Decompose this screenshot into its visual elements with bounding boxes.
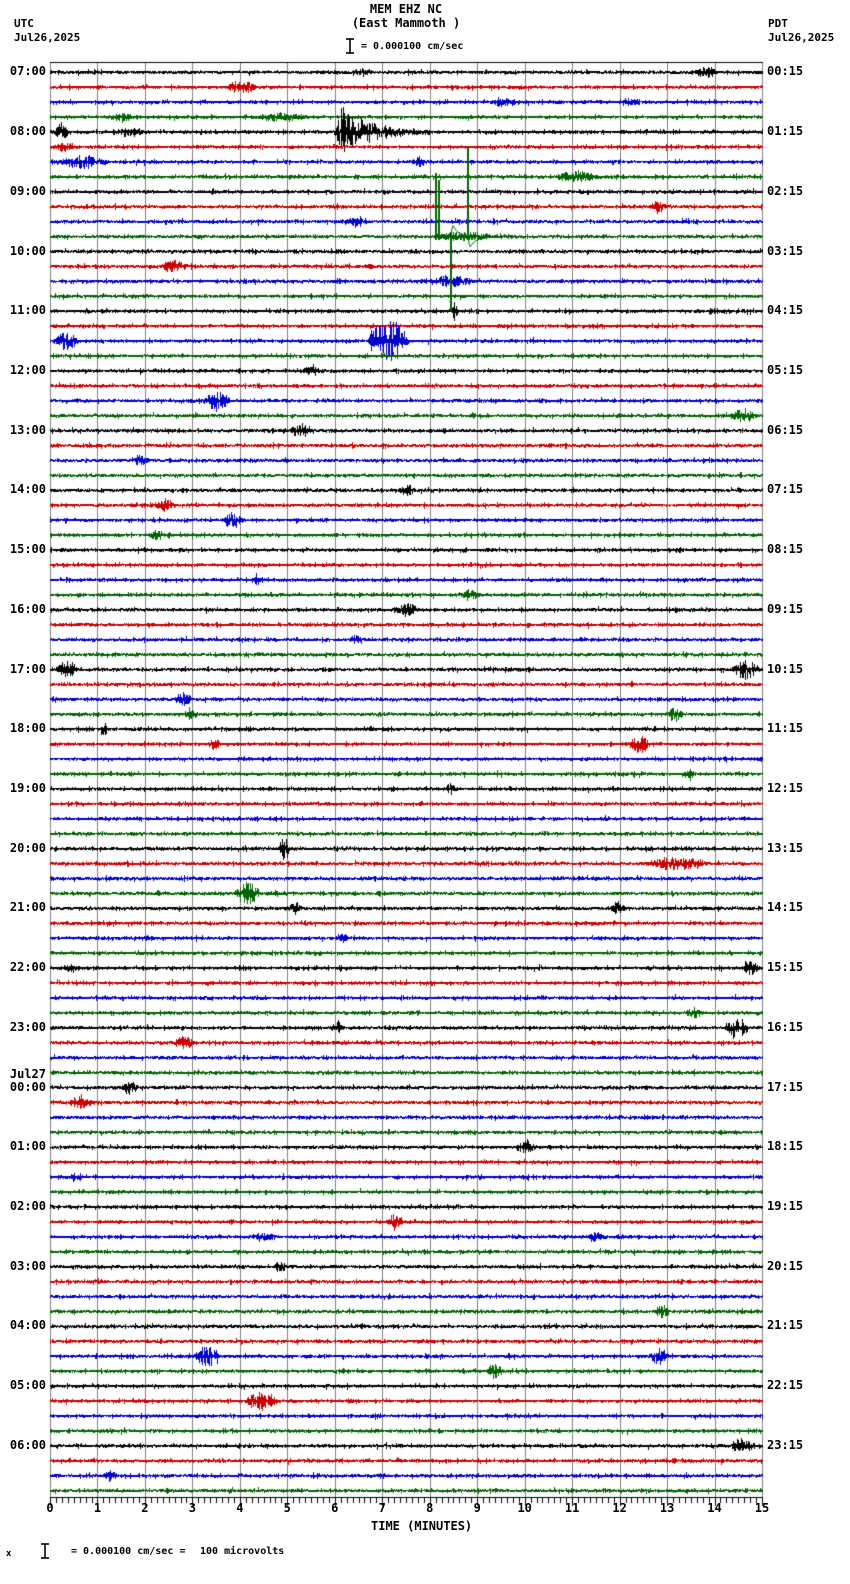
minute-tick-label: 6 (331, 1501, 339, 1515)
utc-hour-label: 10:00 (9, 243, 46, 258)
pdt-hour-label: 06:15 (767, 422, 804, 437)
pdt-hour-label: 22:15 (767, 1378, 804, 1393)
scale-text: = 0.000100 cm/sec (361, 41, 464, 52)
footer-scale-text: = 0.000100 cm/sec = (71, 1546, 186, 1557)
utc-hour-label: 21:00 (9, 900, 46, 915)
minute-tick-label: 10 (517, 1501, 532, 1515)
pdt-timezone-label: PDT (768, 17, 788, 30)
pdt-hour-label: 15:15 (767, 960, 804, 975)
pdt-hour-label: 09:15 (767, 601, 804, 616)
pdt-hour-label: 14:15 (767, 900, 804, 915)
utc-hour-label: 04:00 (9, 1318, 46, 1333)
pdt-hour-label: 19:15 (767, 1199, 804, 1213)
minute-tick-label: 11 (564, 1501, 580, 1515)
utc-hour-label: 07:00 (9, 64, 46, 79)
utc-hour-label: 03:00 (9, 1258, 46, 1273)
utc-hour-label: 08:00 (9, 124, 46, 138)
minute-tick-label: 0 (46, 1501, 54, 1515)
utc-timezone-label: UTC (14, 17, 34, 30)
utc-hour-label: 18:00 (9, 721, 46, 736)
scale-ibar-icon (346, 38, 354, 54)
pdt-hour-label: 13:15 (767, 840, 804, 855)
minute-tick-label: 4 (236, 1501, 244, 1515)
footer-prefix: x (6, 1549, 12, 1559)
pdt-hour-label: 12:15 (767, 780, 804, 795)
pdt-hour-label: 10:15 (767, 661, 804, 676)
utc-hour-label: 13:00 (9, 422, 46, 437)
utc-hour-label: 16:00 (9, 601, 46, 616)
minute-tick-label: 8 (426, 1501, 434, 1515)
utc-hour-label: 06:00 (9, 1437, 46, 1452)
minute-tick-label: 14 (707, 1501, 722, 1515)
utc-hour-label: 22:00 (9, 960, 46, 975)
utc-hour-label: 20:00 (9, 840, 46, 855)
utc-hour-label: 14:00 (9, 482, 46, 497)
minute-tick-label: 2 (141, 1501, 149, 1515)
minute-tick-label: 3 (188, 1501, 196, 1515)
utc-hour-label: 23:00 (9, 1019, 46, 1034)
pdt-hour-label: 08:15 (767, 542, 804, 557)
utc-date-label: Jul26,2025 (14, 31, 81, 44)
pdt-hour-label: 20:15 (767, 1258, 804, 1273)
minute-tick-label: 1 (93, 1501, 102, 1515)
station-title: MEM EHZ NC (369, 2, 443, 16)
pdt-hour-label: 00:15 (767, 64, 804, 79)
pdt-hour-label: 05:15 (767, 362, 804, 377)
utc-date-change-label: Jul27 (9, 1066, 46, 1081)
utc-hour-label: 12:00 (9, 362, 46, 377)
minute-tick-label: 5 (283, 1501, 291, 1515)
utc-hour-label: 19:00 (9, 780, 46, 795)
utc-hour-label: 05:00 (9, 1378, 46, 1393)
utc-hour-label: 17:00 (9, 661, 46, 676)
pdt-hour-label: 16:15 (767, 1019, 804, 1034)
minute-tick-label: 13 (659, 1501, 675, 1515)
pdt-hour-label: 04:15 (767, 303, 804, 318)
pdt-hour-label: 18:15 (767, 1139, 804, 1154)
pdt-hour-label: 02:15 (767, 183, 804, 198)
pdt-hour-label: 21:15 (767, 1318, 804, 1333)
x-axis-title: TIME (MINUTES) (371, 1519, 473, 1533)
pdt-hour-label: 17:15 (767, 1079, 804, 1094)
pdt-hour-label: 01:15 (767, 124, 804, 138)
utc-hour-label: 11:00 (9, 303, 46, 318)
utc-hour-label: 15:00 (9, 542, 46, 557)
utc-hour-label: 09:00 (9, 183, 46, 198)
minute-tick-label: 12 (612, 1501, 627, 1515)
minute-tick-label: 15 (754, 1501, 770, 1515)
station-subtitle: (East Mammoth ) (351, 16, 461, 30)
footer-ibar-icon (41, 1543, 49, 1559)
utc-hour-label: 01:00 (9, 1139, 46, 1154)
pdt-hour-label: 03:15 (767, 243, 804, 258)
minute-tick-label: 9 (473, 1501, 481, 1515)
utc-hour-label: 00:00 (9, 1079, 46, 1094)
pdt-date-label: Jul26,2025 (768, 31, 835, 44)
utc-hour-label: 02:00 (9, 1199, 46, 1213)
pdt-hour-label: 11:15 (767, 721, 804, 736)
pdt-hour-label: 23:15 (767, 1437, 804, 1452)
footer-microvolts-text: 100 microvolts (200, 1546, 285, 1557)
minute-tick-label: 7 (378, 1501, 386, 1515)
pdt-hour-label: 07:15 (767, 482, 804, 497)
